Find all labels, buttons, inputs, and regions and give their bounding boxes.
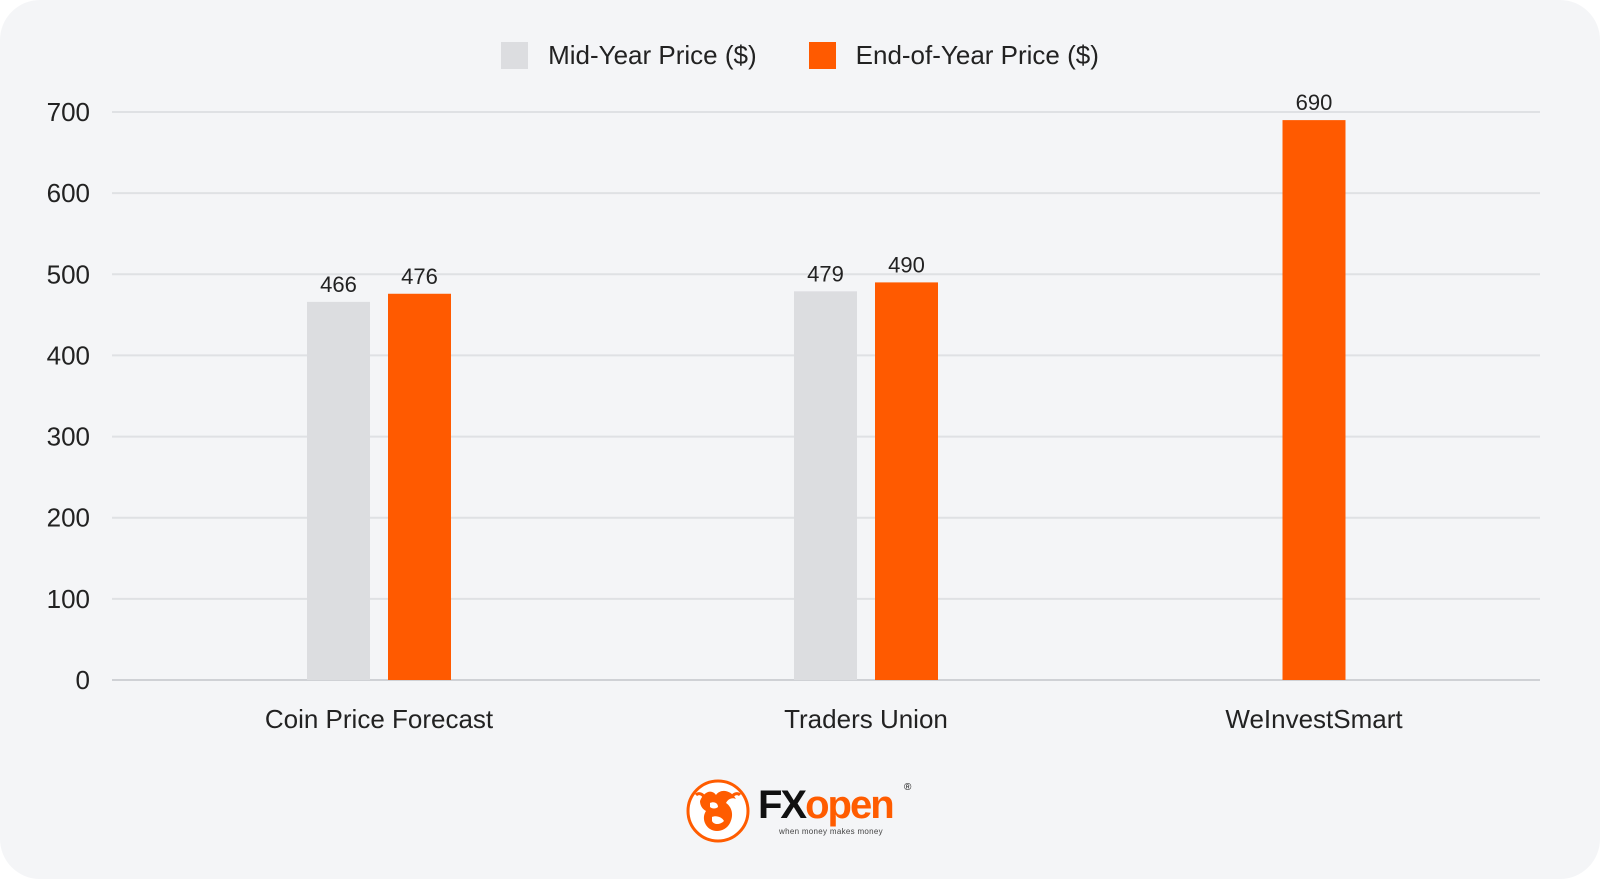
x-category-label: WeInvestSmart [1225,704,1403,734]
x-axis-category-labels: Coin Price Forecast Traders Union WeInvest… [265,704,1404,734]
brand-open-text: open [805,783,895,827]
bar-value-label: 690 [1296,90,1333,115]
bar-value-labels: 466 476 479 490 690 [320,90,1332,297]
legend-item-end-of-year: End-of-Year Price ($) [808,40,1099,71]
y-tick-label: 500 [47,259,90,289]
chart-legend: Mid-Year Price ($) End-of-Year Price ($) [0,40,1600,71]
brand-fx-text: FX [758,783,807,827]
y-tick-label: 700 [47,97,90,127]
y-tick-label: 400 [47,340,90,370]
x-category-label: Coin Price Forecast [265,704,494,734]
fxopen-bull-logo-icon [686,779,750,843]
legend-swatch-end-of-year [808,42,836,69]
legend-label-end-of-year: End-of-Year Price ($) [855,40,1099,70]
bar-end-of-year-0 [388,293,451,680]
y-tick-label: 600 [47,178,90,208]
y-tick-label: 100 [47,584,90,614]
bar-value-label: 466 [320,272,357,297]
bar-mid-year-1 [794,291,857,680]
registered-mark: ® [904,782,912,793]
y-tick-label: 200 [47,503,90,533]
x-category-label: Traders Union [784,704,948,734]
brand-tagline: when money makes money [779,827,883,836]
bar-mid-year-0 [307,301,370,680]
y-tick-label: 0 [76,665,90,695]
bar-value-label: 479 [807,261,844,286]
legend-item-mid-year: Mid-Year Price ($) [501,40,757,71]
y-tick-label: 300 [47,422,90,452]
bar-end-of-year-2 [1282,120,1346,681]
bars [307,120,1346,681]
legend-swatch-mid-year [501,42,529,69]
legend-label-mid-year: Mid-Year Price ($) [548,40,757,70]
brand-logo: FXopen ® when money makes money [686,777,926,845]
bar-end-of-year-1 [875,282,938,680]
brand-wordmark: FXopen [758,783,895,827]
bar-value-label: 476 [401,264,438,289]
y-axis-tick-labels: 0 100 200 300 400 500 600 700 [47,97,90,695]
bar-value-label: 490 [888,252,925,277]
